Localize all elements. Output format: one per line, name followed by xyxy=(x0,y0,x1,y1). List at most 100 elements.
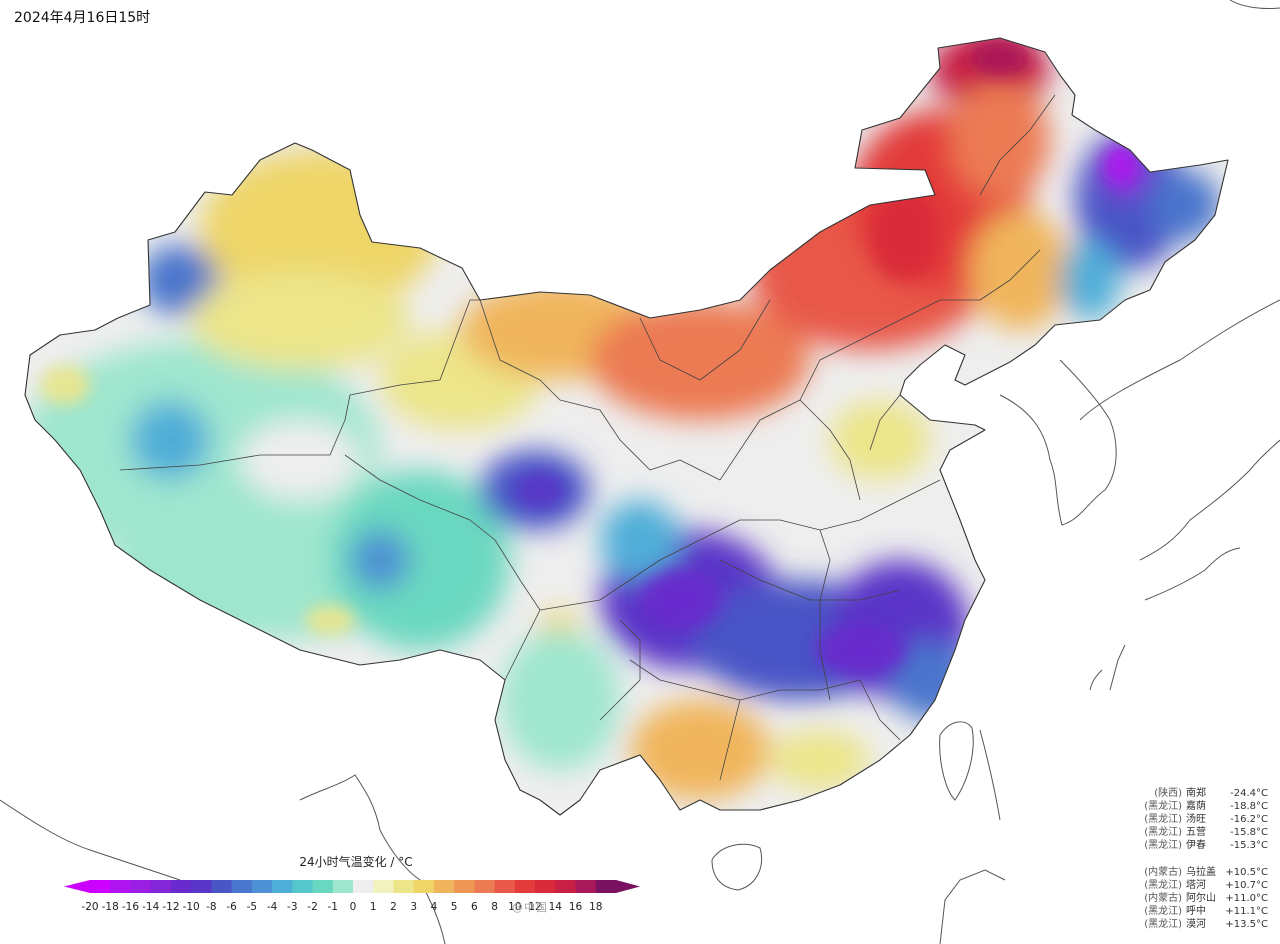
station-row: (黑龙江) 汤旺 -16.2°C xyxy=(1118,813,1268,826)
legend-swatch xyxy=(150,880,172,893)
station-value: -18.8°C xyxy=(1230,801,1268,812)
station-name: 南郑 xyxy=(1186,788,1206,799)
station-row: (黑龙江) 五营 -15.8°C xyxy=(1118,826,1268,839)
station-row: (黑龙江) 漠河 +13.5°C xyxy=(1118,918,1268,931)
station-name: 五营 xyxy=(1186,827,1206,838)
station-value: -15.8°C xyxy=(1230,827,1268,838)
station-row: (黑龙江) 嘉荫 -18.8°C xyxy=(1118,800,1268,813)
legend-tick-label: 12 xyxy=(528,901,542,913)
legend-swatch xyxy=(535,880,556,893)
station-name: 漠河 xyxy=(1186,919,1206,930)
legend-tick-label: -20 xyxy=(81,901,99,913)
legend-swatch xyxy=(292,880,314,893)
legend-tick-label: 4 xyxy=(430,901,438,913)
station-row: (内蒙古) 乌拉盖 +10.5°C xyxy=(1118,866,1268,879)
legend-tick-label: -4 xyxy=(266,901,278,913)
legend-swatch xyxy=(555,880,577,893)
legend-tick-label: -2 xyxy=(307,901,318,913)
legend-swatch xyxy=(393,880,415,893)
legend-tick-label: -3 xyxy=(287,901,298,913)
legend-tick-label: 10 xyxy=(508,901,522,913)
legend-tick-label: 3 xyxy=(410,901,418,913)
legend-title: 24小时气温变化 / °C xyxy=(299,855,413,869)
legend-arrow-left xyxy=(64,880,90,893)
legend-swatch xyxy=(413,880,435,893)
station-name: 伊春 xyxy=(1186,840,1206,851)
legend-swatch xyxy=(494,880,516,893)
legend-tick-label: -14 xyxy=(142,901,160,913)
station-province: (黑龙江) xyxy=(1144,814,1182,825)
map-timestamp: 2024年4月16日15时 xyxy=(14,10,151,26)
legend-swatch xyxy=(191,880,212,893)
legend-tick-label: 6 xyxy=(471,901,478,913)
legend-tick-label: -6 xyxy=(226,901,237,913)
station-value: -15.3°C xyxy=(1230,840,1268,851)
station-value: -16.2°C xyxy=(1230,814,1268,825)
station-name: 嘉荫 xyxy=(1186,801,1206,812)
legend-swatch xyxy=(130,880,152,893)
legend-tick-label: 14 xyxy=(548,901,562,913)
legend-swatch xyxy=(433,880,455,893)
station-province: (黑龙江) xyxy=(1144,919,1182,930)
station-name: 呼中 xyxy=(1186,906,1206,917)
legend-swatch xyxy=(514,880,536,893)
station-row: (陕西) 南郑 -24.4°C xyxy=(1118,787,1268,800)
station-province: (内蒙古) xyxy=(1144,893,1182,904)
station-value: +11.0°C xyxy=(1225,893,1268,904)
legend-tick-label: -5 xyxy=(246,901,258,913)
station-province: (黑龙江) xyxy=(1144,840,1182,851)
station-province: (黑龙江) xyxy=(1144,906,1182,917)
province-borders xyxy=(24,37,1229,816)
legend-tick-label: 1 xyxy=(369,901,377,913)
station-row: (内蒙古) 阿尔山 +11.0°C xyxy=(1118,892,1268,905)
warming-stations: (内蒙古) 乌拉盖 +10.5°C (黑龙江) 塔河 +10.7°C (内蒙古) 阿尔山 +11… xyxy=(1118,866,1268,931)
station-name: 汤旺 xyxy=(1186,814,1206,825)
legend-swatch xyxy=(110,880,131,893)
station-name: 乌拉盖 xyxy=(1186,867,1216,878)
station-province: (黑龙江) xyxy=(1144,801,1182,812)
legend-swatch xyxy=(272,880,293,893)
legend-swatch xyxy=(595,880,617,893)
watermark: @中国 xyxy=(512,901,548,914)
legend-swatch xyxy=(170,880,192,893)
station-list: (陕西) 南郑 -24.4°C (黑龙江) 嘉荫 -18.8°C (黑龙江) 汤旺 -16.2°… xyxy=(1118,787,1268,931)
station-name: 阿尔山 xyxy=(1186,893,1216,904)
legend-tick-label: -1 xyxy=(327,901,339,913)
station-value: +10.7°C xyxy=(1225,880,1268,891)
legend-swatch xyxy=(90,880,111,893)
legend-swatch xyxy=(332,880,354,893)
station-province: (内蒙古) xyxy=(1144,867,1182,878)
legend-tick-label: -18 xyxy=(101,901,119,913)
legend-swatch xyxy=(353,880,374,893)
station-value: +10.5°C xyxy=(1225,867,1268,878)
legend-arrow-right xyxy=(616,880,640,893)
station-name: 塔河 xyxy=(1186,880,1206,891)
legend-tick-label: 8 xyxy=(491,901,498,913)
legend-swatch xyxy=(231,880,253,893)
station-value: +11.1°C xyxy=(1225,906,1268,917)
station-row: (黑龙江) 伊春 -15.3°C xyxy=(1118,839,1268,852)
legend-tick-labels: -20 -18 -16 -14 -12 -10 -8 -6 -5 -4 -3 -2 -1 0 1 2 3 4 5 6 8… xyxy=(0,901,640,917)
station-row: (黑龙江) 呼中 +11.1°C xyxy=(1118,905,1268,918)
legend-tick-label: -12 xyxy=(162,901,180,913)
station-list-gap xyxy=(1118,852,1268,866)
station-province: (黑龙江) xyxy=(1144,827,1182,838)
legend-tick-label: -8 xyxy=(206,901,217,913)
legend-swatch xyxy=(373,880,394,893)
station-row: (黑龙江) 塔河 +10.7°C xyxy=(1118,879,1268,892)
legend-tick-label: -10 xyxy=(182,901,200,913)
legend-swatch xyxy=(312,880,334,893)
legend-tick-label: 18 xyxy=(589,901,603,913)
legend-tick-label: 2 xyxy=(390,901,397,913)
legend-tick-label: -16 xyxy=(121,901,140,913)
cooling-stations: (陕西) 南郑 -24.4°C (黑龙江) 嘉荫 -18.8°C (黑龙江) 汤旺 -16.2°… xyxy=(1118,787,1268,852)
legend-tick-label: 0 xyxy=(349,901,357,913)
legend-tick-label: 16 xyxy=(568,901,583,913)
station-province: (黑龙江) xyxy=(1144,880,1182,891)
legend-swatch xyxy=(251,880,273,893)
legend-tick-label: 5 xyxy=(450,901,458,913)
legend-swatch xyxy=(474,880,496,893)
